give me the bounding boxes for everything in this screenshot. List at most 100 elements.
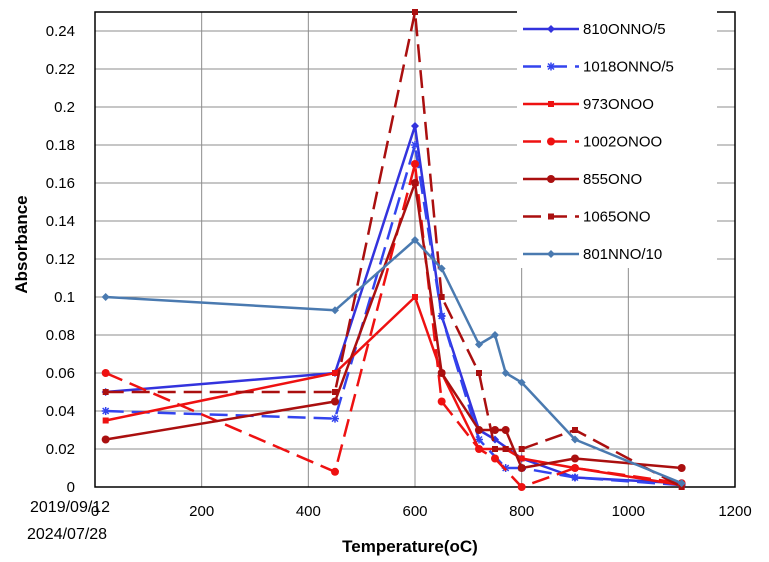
x-axis-ticks: 0 200 400 600 800 1000 1200	[91, 503, 752, 520]
data-point-marker	[331, 467, 339, 476]
y-tick-label: 0.24	[46, 23, 75, 40]
legend-items: 810ONNO/5 1018ONNO/5 973ONOO 1002ONOO 855ONO…	[523, 21, 674, 263]
data-point-marker	[547, 250, 555, 258]
date-stamp-line-1: 2019/09/12	[30, 499, 110, 516]
series-line	[105, 10, 683, 489]
data-point-marker	[517, 483, 526, 491]
data-point-marker	[331, 306, 339, 315]
data-point-marker	[101, 435, 110, 444]
legend-item: 1018ONNO/5	[523, 59, 674, 76]
data-point-marker	[101, 369, 110, 377]
data-point-marker	[412, 9, 418, 15]
data-point-marker	[547, 62, 555, 71]
legend-item: 1002ONOO	[523, 134, 662, 151]
data-point-marker	[571, 473, 579, 482]
data-series	[101, 9, 686, 491]
data-point-marker	[411, 141, 419, 149]
y-tick-label: 0.08	[46, 327, 75, 344]
data-point-marker	[475, 435, 483, 444]
data-point-marker	[332, 389, 338, 395]
legend-label: 973ONOO	[583, 96, 654, 113]
y-tick-label: 0.14	[46, 213, 75, 230]
legend-item: 855ONO	[523, 171, 642, 188]
data-point-marker	[517, 378, 526, 387]
series-801nno-10	[101, 236, 686, 488]
y-tick-label: 0.1	[54, 289, 75, 306]
data-point-marker	[411, 179, 419, 187]
legend-label: 1002ONOO	[583, 134, 662, 151]
data-point-marker	[501, 426, 510, 434]
data-point-marker	[331, 414, 339, 423]
data-point-marker	[331, 397, 339, 406]
y-tick-label: 0	[67, 479, 75, 496]
data-point-marker	[437, 312, 446, 320]
data-point-marker	[548, 213, 554, 220]
legend-label: 855ONO	[583, 171, 642, 188]
data-point-marker	[411, 236, 419, 244]
data-point-marker	[518, 455, 525, 462]
date-stamp-line-2: 2024/07/28	[27, 526, 107, 543]
y-tick-label: 0.12	[46, 251, 75, 268]
data-point-marker	[437, 369, 446, 377]
y-tick-label: 0.02	[46, 441, 75, 458]
data-point-marker	[412, 294, 418, 300]
x-tick-label: 400	[296, 503, 321, 520]
data-point-marker	[548, 101, 554, 107]
data-point-marker	[547, 137, 555, 146]
data-point-marker	[491, 426, 499, 434]
legend-label: 801NNO/10	[583, 246, 662, 263]
y-tick-label: 0.04	[46, 403, 75, 420]
x-tick-label: 1200	[718, 503, 751, 520]
data-point-marker	[502, 446, 509, 452]
legend-item: 801NNO/10	[523, 246, 662, 263]
series-855ono	[101, 179, 686, 472]
data-point-marker	[475, 340, 483, 349]
data-point-marker	[492, 446, 498, 452]
data-point-marker	[547, 175, 555, 183]
data-point-marker	[102, 389, 109, 395]
data-point-marker	[102, 417, 109, 424]
data-point-marker	[411, 122, 419, 130]
y-axis-title: Absorbance	[12, 195, 31, 293]
series-line	[105, 181, 682, 470]
data-point-marker	[438, 294, 445, 300]
legend: 810ONNO/5 1018ONNO/5 973ONOO 1002ONOO 855ONO…	[517, 10, 717, 268]
data-point-marker	[332, 370, 338, 376]
data-point-marker	[677, 479, 686, 488]
data-point-marker	[571, 435, 579, 444]
data-point-marker	[491, 331, 499, 339]
data-point-marker	[501, 369, 510, 377]
data-point-marker	[501, 464, 510, 472]
legend-item: 973ONOO	[523, 96, 654, 113]
x-tick-label: 800	[509, 503, 534, 520]
data-point-marker	[101, 293, 110, 301]
data-point-marker	[475, 426, 483, 434]
data-point-marker	[437, 397, 446, 406]
x-tick-label: 1000	[612, 503, 645, 520]
y-axis-ticks: 0 0.02 0.04 0.06 0.08 0.1 0.12 0.14 0.16 0.18 0.2 0…	[46, 23, 75, 496]
x-tick-label: 600	[402, 503, 427, 520]
y-tick-label: 0.2	[54, 99, 75, 116]
data-point-marker	[475, 445, 483, 453]
data-point-marker	[517, 464, 526, 472]
y-tick-label: 0.22	[46, 61, 75, 78]
data-point-marker	[571, 454, 579, 463]
series-line	[105, 238, 683, 485]
x-tick-label: 0	[91, 503, 99, 520]
legend-item: 1065ONO	[523, 209, 651, 226]
legend-label: 1065ONO	[583, 209, 651, 226]
data-point-marker	[491, 454, 499, 463]
legend-item: 810ONNO/5	[523, 21, 666, 38]
data-point-marker	[411, 160, 419, 168]
data-point-marker	[476, 370, 482, 376]
data-point-marker	[547, 25, 555, 33]
y-tick-label: 0.16	[46, 175, 75, 192]
data-point-marker	[101, 407, 110, 415]
x-tick-label: 200	[189, 503, 214, 520]
data-point-marker	[677, 464, 686, 472]
legend-label: 1018ONNO/5	[583, 59, 674, 76]
legend-label: 810ONNO/5	[583, 21, 666, 38]
data-point-marker	[518, 446, 525, 452]
x-axis-title: Temperature(oC)	[342, 537, 478, 556]
